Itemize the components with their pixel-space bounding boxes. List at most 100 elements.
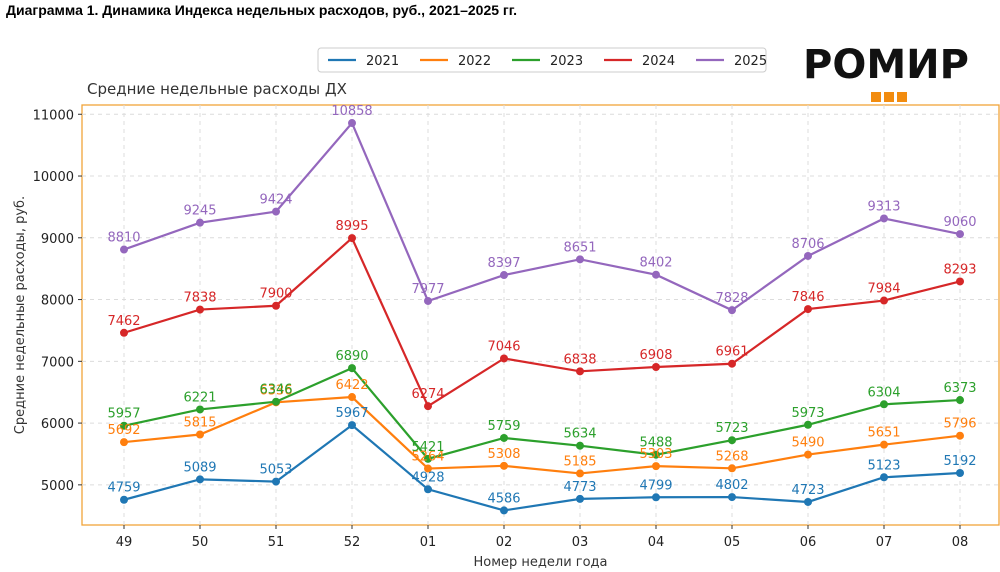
- data-label-2024: 7900: [259, 287, 292, 302]
- x-tick-label: 50: [192, 535, 209, 550]
- data-point-2023: [120, 421, 128, 430]
- data-point-2024: [576, 367, 584, 376]
- data-label-2021: 4802: [715, 478, 748, 493]
- data-point-2024: [424, 402, 432, 411]
- data-point-2023: [424, 454, 432, 463]
- data-point-2021: [956, 468, 964, 477]
- data-point-2022: [576, 469, 584, 478]
- data-label-2024: 6908: [639, 348, 672, 363]
- data-point-2023: [272, 397, 280, 406]
- data-point-2021: [576, 494, 584, 503]
- data-label-2022: 5268: [715, 449, 748, 464]
- data-label-2023: 5488: [639, 436, 672, 451]
- data-label-2021: 5967: [335, 406, 368, 421]
- data-label-2021: 5089: [183, 460, 216, 475]
- data-point-2024: [728, 359, 736, 368]
- y-tick-label: 9000: [41, 232, 74, 247]
- data-point-2021: [880, 473, 888, 482]
- document-title: Диаграмма 1. Динамика Индекса недельных …: [6, 2, 518, 18]
- data-point-2022: [196, 430, 204, 439]
- data-label-2021: 4759: [107, 481, 140, 496]
- data-label-2025: 9245: [183, 204, 216, 219]
- data-point-2023: [576, 441, 584, 450]
- data-point-2025: [272, 207, 280, 216]
- data-point-2024: [880, 296, 888, 305]
- x-tick-label: 05: [724, 535, 741, 550]
- data-point-2025: [348, 119, 356, 128]
- x-tick-label: 08: [952, 535, 969, 550]
- data-label-2023: 6304: [867, 385, 900, 400]
- data-point-2021: [424, 485, 432, 494]
- x-tick-label: 02: [496, 535, 513, 550]
- data-point-2025: [804, 251, 812, 260]
- data-label-2024: 6274: [411, 387, 444, 402]
- x-tick-label: 51: [268, 535, 285, 550]
- data-label-2022: 5815: [183, 416, 216, 431]
- data-label-2025: 8706: [791, 237, 824, 252]
- data-label-2023: 6890: [335, 349, 368, 364]
- data-point-2023: [804, 420, 812, 429]
- data-label-2023: 5723: [715, 421, 748, 436]
- data-point-2025: [500, 271, 508, 280]
- data-label-2023: 6373: [943, 381, 976, 396]
- data-point-2025: [956, 230, 964, 239]
- y-tick-label: 6000: [41, 417, 74, 432]
- data-label-2023: 6346: [259, 383, 292, 398]
- data-point-2024: [348, 234, 356, 243]
- data-label-2022: 5308: [487, 447, 520, 462]
- data-point-2022: [424, 464, 432, 473]
- data-label-2022: 5651: [867, 426, 900, 441]
- data-label-2025: 7977: [411, 282, 444, 297]
- data-label-2021: 5053: [259, 463, 292, 478]
- data-label-2022: 6336: [259, 383, 292, 398]
- x-tick-label: 01: [420, 535, 437, 550]
- data-point-2025: [424, 296, 432, 305]
- data-point-2025: [196, 218, 204, 227]
- data-label-2021: 5123: [867, 458, 900, 473]
- data-point-2024: [804, 305, 812, 314]
- plot-frame: [81, 104, 1000, 526]
- y-tick-label: 5000: [41, 479, 74, 494]
- x-tick-label: 52: [344, 535, 361, 550]
- data-label-2023: 5421: [411, 440, 444, 455]
- data-point-2023: [956, 396, 964, 405]
- data-point-2024: [956, 277, 964, 286]
- data-point-2024: [272, 301, 280, 310]
- data-point-2021: [804, 497, 812, 506]
- data-point-2022: [348, 393, 356, 402]
- data-label-2021: 4723: [791, 483, 824, 498]
- romir-logo: РОМИР: [803, 44, 979, 104]
- series-line-2025: [123, 120, 961, 312]
- data-point-2024: [196, 305, 204, 314]
- data-point-2022: [120, 438, 128, 447]
- y-tick-label: 10000: [33, 170, 74, 185]
- chart-title: Средние недельные расходы ДХ: [87, 80, 347, 98]
- data-point-2022: [880, 440, 888, 449]
- series-line-2024: [123, 236, 961, 408]
- data-label-2025: 8397: [487, 256, 520, 271]
- data-point-2021: [120, 495, 128, 504]
- legend-label-2024: 2024: [642, 54, 675, 69]
- data-label-2024: 6838: [563, 352, 596, 367]
- data-label-2022: 5692: [107, 423, 140, 438]
- data-point-2024: [500, 354, 508, 363]
- data-label-2022: 6422: [335, 378, 368, 393]
- data-point-2022: [652, 462, 660, 471]
- data-label-2022: 5796: [943, 417, 976, 432]
- x-tick-label: 49: [116, 535, 133, 550]
- x-tick-label: 03: [572, 535, 589, 550]
- data-label-2025: 9424: [259, 193, 292, 208]
- data-point-2022: [804, 450, 812, 459]
- data-label-2025: 8402: [639, 256, 672, 271]
- data-label-2022: 5490: [791, 436, 824, 451]
- data-label-2025: 8810: [107, 231, 140, 246]
- data-label-2023: 5759: [487, 419, 520, 434]
- data-label-2025: 10858: [331, 104, 372, 119]
- legend-box: [317, 47, 767, 73]
- data-point-2021: [348, 421, 356, 430]
- data-point-2021: [500, 506, 508, 515]
- data-point-2021: [728, 493, 736, 502]
- data-label-2021: 4773: [563, 480, 596, 495]
- data-point-2024: [120, 328, 128, 337]
